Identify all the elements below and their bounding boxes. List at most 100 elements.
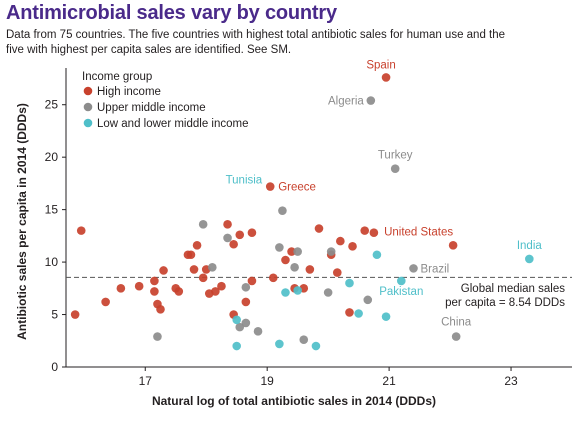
data-point-upper-middle-income	[323, 288, 333, 297]
y-tick-label: 20	[45, 150, 59, 164]
data-point-upper-middle-income	[366, 96, 376, 105]
data-point-high-income	[189, 265, 199, 274]
data-point-high-income	[369, 228, 379, 238]
data-point-high-income	[70, 310, 80, 319]
data-point-high-income	[448, 241, 458, 250]
data-point-high-income	[159, 266, 168, 275]
data-point-high-income	[247, 276, 257, 286]
data-point-high-income	[265, 182, 275, 191]
data-point-high-income	[336, 236, 345, 246]
x-tick-label: 21	[382, 374, 396, 388]
data-point-upper-middle-income	[299, 335, 309, 345]
data-point-high-income	[332, 268, 342, 277]
data-point-upper-middle-income	[208, 263, 217, 272]
data-point-high-income	[268, 273, 278, 283]
data-point-high-income	[76, 226, 86, 235]
median-label-line2: per capita = 8.54 DDDs	[445, 297, 565, 309]
axes-layer: 0 5 10 15 20 25 17 19 21 23 Natural log of total a…	[15, 68, 572, 408]
points-layer	[70, 73, 534, 351]
x-tick-label: 23	[504, 374, 518, 388]
data-point-upper-middle-income	[326, 247, 336, 256]
data-point-high-income	[360, 226, 370, 235]
point-label-turkey: Turkey	[378, 150, 413, 162]
point-label-spain: Spain	[366, 59, 395, 71]
legend-marker-high-income	[83, 86, 93, 96]
legend-label-high-income: High income	[97, 86, 161, 98]
data-point-high-income	[305, 265, 315, 274]
data-point-high-income	[223, 220, 232, 229]
data-point-low-and-lower-middle-income	[525, 254, 534, 264]
data-point-high-income	[247, 228, 257, 238]
data-point-high-income	[116, 284, 126, 293]
data-point-high-income	[192, 241, 202, 250]
point-label-china: China	[441, 317, 472, 329]
data-point-high-income	[186, 250, 196, 260]
data-point-high-income	[150, 287, 159, 296]
point-label-tunisia: Tunisia	[226, 175, 263, 187]
y-tick-label: 0	[51, 360, 58, 374]
y-axis-title: Antibiotic sales per capita in 2014 (DDD…	[15, 103, 29, 340]
data-point-upper-middle-income	[290, 263, 299, 272]
data-point-low-and-lower-middle-income	[372, 250, 382, 260]
data-point-high-income	[174, 287, 184, 296]
data-point-high-income	[134, 281, 144, 291]
point-label-brazil: Brazil	[420, 263, 449, 275]
data-point-low-and-lower-middle-income	[281, 288, 290, 297]
data-point-high-income	[198, 273, 208, 283]
data-point-high-income	[235, 230, 245, 240]
legend-marker-low-and-lower-middle-income	[83, 118, 93, 128]
data-point-low-and-lower-middle-income	[345, 278, 354, 288]
y-tick-label: 25	[45, 98, 59, 112]
x-tick-label: 19	[261, 374, 275, 388]
data-point-low-and-lower-middle-income	[311, 341, 321, 351]
data-point-upper-middle-income	[241, 318, 251, 328]
data-point-upper-middle-income	[293, 247, 302, 256]
data-point-low-and-lower-middle-income	[293, 286, 302, 295]
data-point-high-income	[314, 224, 324, 233]
data-point-low-and-lower-middle-income	[232, 341, 241, 351]
data-point-upper-middle-income	[390, 164, 400, 174]
data-point-high-income	[211, 287, 220, 296]
data-point-high-income	[241, 297, 251, 307]
point-label-india: India	[517, 240, 543, 252]
data-point-low-and-lower-middle-income	[275, 339, 284, 349]
x-axis-title: Natural log of total antibiotic sales in…	[152, 394, 436, 408]
data-point-low-and-lower-middle-income	[232, 315, 241, 325]
legend-title: Income group	[82, 71, 152, 83]
data-point-upper-middle-income	[223, 233, 232, 243]
x-tick-label: 17	[139, 374, 153, 388]
data-point-upper-middle-income	[451, 332, 461, 341]
data-point-low-and-lower-middle-income	[354, 309, 363, 318]
y-tick-label: 15	[45, 203, 59, 217]
data-point-upper-middle-income	[409, 264, 418, 273]
data-point-high-income	[281, 255, 290, 265]
data-point-high-income	[345, 308, 354, 317]
data-point-high-income	[287, 247, 296, 256]
data-point-upper-middle-income	[235, 322, 245, 332]
data-point-high-income	[150, 276, 159, 286]
point-label-greece: Greece	[278, 182, 316, 194]
reference-line-layer: Global median sales per capita = 8.54 DDD…	[66, 276, 572, 309]
data-point-upper-middle-income	[153, 332, 162, 341]
data-point-low-and-lower-middle-income	[381, 312, 391, 321]
y-tick-label: 5	[51, 308, 58, 322]
data-point-upper-middle-income	[278, 206, 287, 215]
point-label-pakistan: Pakistan	[379, 286, 423, 298]
point-label-algeria: Algeria	[328, 96, 364, 108]
data-point-upper-middle-income	[363, 295, 373, 305]
data-point-high-income	[229, 239, 238, 249]
point-label-united-states: United States	[384, 226, 453, 238]
data-point-high-income	[101, 297, 110, 307]
legend: Income group High income Upper middle inco…	[82, 71, 249, 130]
legend-label-low-and-lower-middle-income: Low and lower middle income	[97, 118, 249, 130]
median-label-line1: Global median sales	[461, 283, 565, 295]
point-labels-layer: Spain Greece United States Algeria Turkey Bra…	[226, 59, 543, 328]
data-point-upper-middle-income	[275, 243, 284, 252]
chart-subtitle: Data from 75 countries. The five countri…	[6, 29, 506, 56]
data-point-high-income	[156, 304, 165, 314]
legend-label-upper-middle-income: Upper middle income	[97, 102, 206, 114]
data-point-upper-middle-income	[198, 220, 208, 229]
data-point-upper-middle-income	[253, 327, 263, 336]
